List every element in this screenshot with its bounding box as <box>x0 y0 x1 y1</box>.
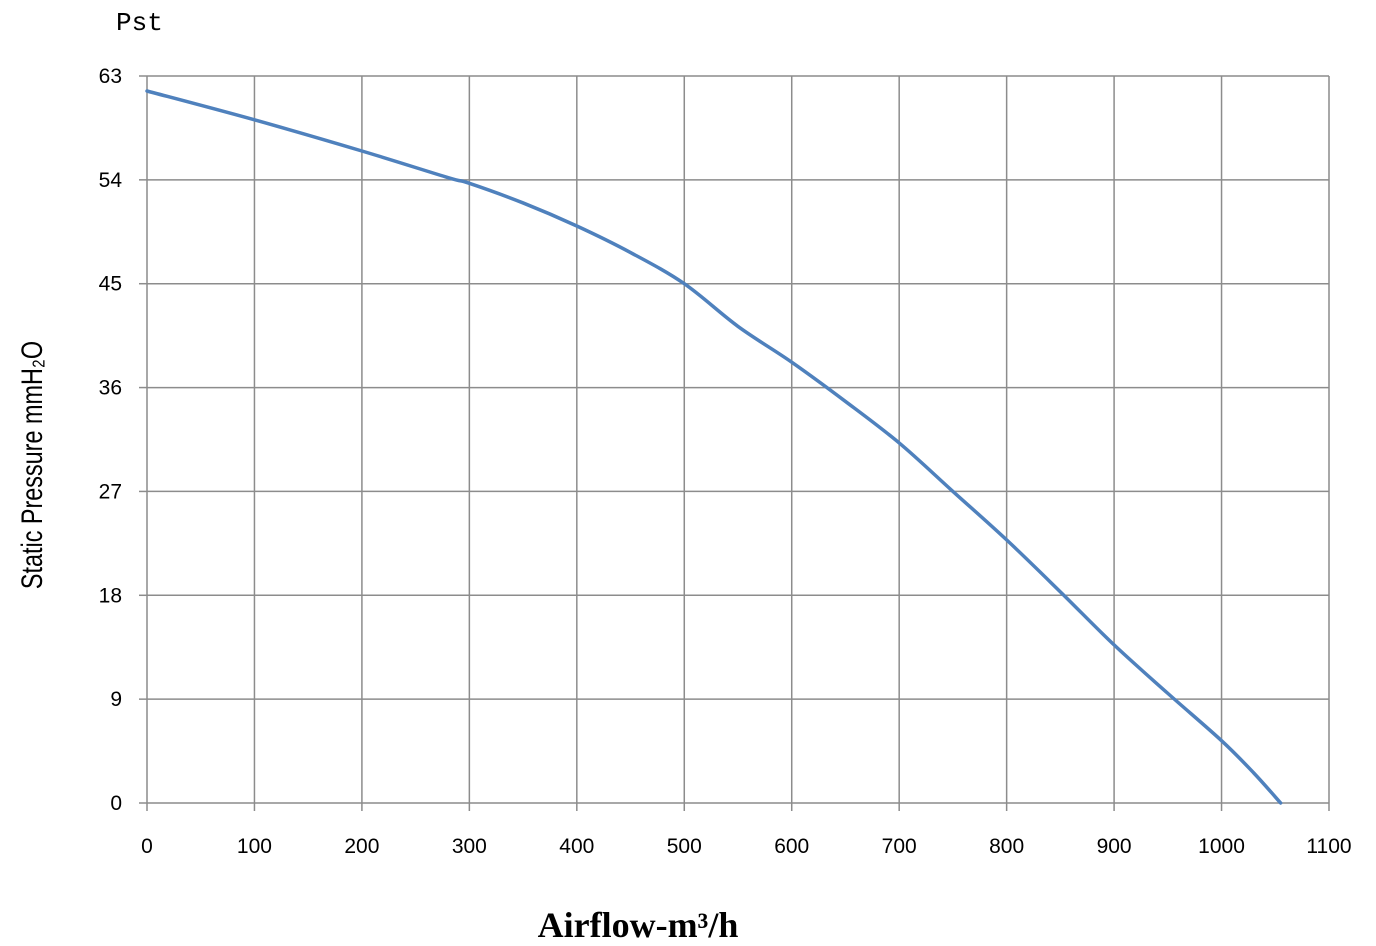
x-axis-title: Airflow-m³/h <box>538 905 739 945</box>
x-tick-label: 700 <box>882 835 917 858</box>
y-tick-label: 9 <box>110 688 122 711</box>
x-tick-label: 600 <box>774 835 809 858</box>
y-tick-label: 63 <box>99 65 122 88</box>
y-tick-label: 18 <box>99 584 122 607</box>
y-tick-label: 0 <box>110 792 122 815</box>
y-tick-label: 45 <box>99 273 122 296</box>
x-tick-label: 1100 <box>1306 835 1351 858</box>
y-axis-ticks: 0 9 18 27 36 45 54 63 <box>99 65 147 815</box>
grid-lines <box>146 75 1330 804</box>
x-tick-label: 300 <box>452 835 487 858</box>
y-unit-label: Pst <box>116 8 163 38</box>
x-tick-label: 1000 <box>1198 835 1245 858</box>
x-tick-label: 200 <box>344 835 379 858</box>
x-tick-label: 100 <box>237 835 272 858</box>
y-tick-label: 27 <box>99 480 122 503</box>
series-line <box>145 89 1283 805</box>
x-axis-ticks: 0 100 200 300 400 500 600 700 800 900 1000 1100 <box>141 803 1352 858</box>
x-tick-label: 400 <box>559 835 594 858</box>
y-axis-title: Static Pressure mmH₂O <box>15 341 48 589</box>
x-tick-label: 800 <box>989 835 1024 858</box>
y-tick-label: 54 <box>99 169 123 192</box>
x-tick-label: 900 <box>1097 835 1132 858</box>
y-tick-label: 36 <box>99 377 122 400</box>
x-tick-label: 0 <box>141 835 153 858</box>
x-tick-label: 500 <box>667 835 702 858</box>
